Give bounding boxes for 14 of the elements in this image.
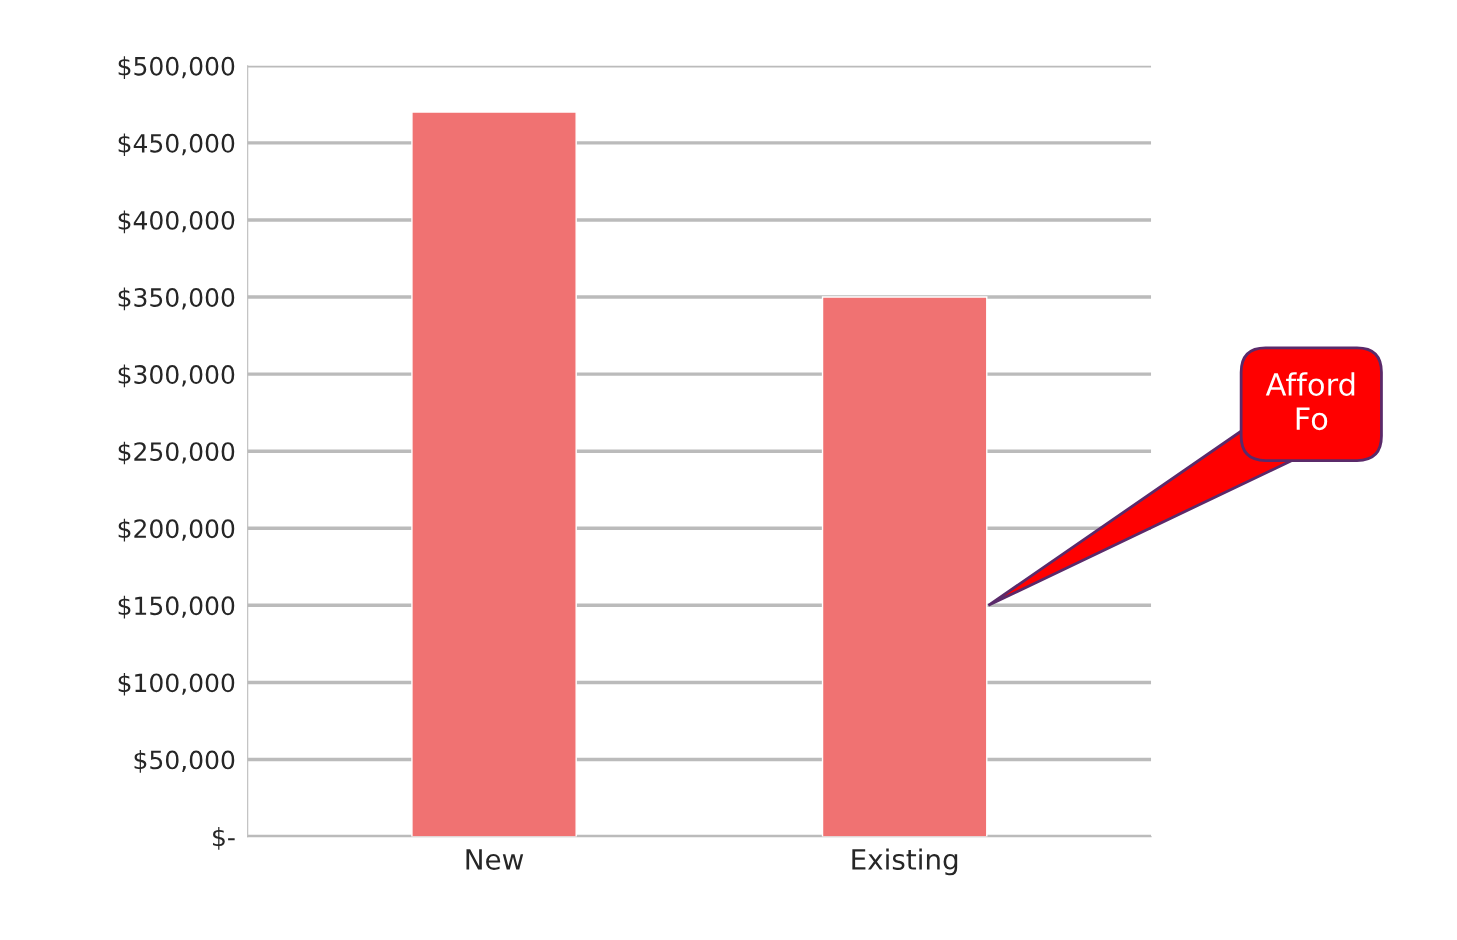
y-tick-label: $300,000 bbox=[118, 364, 235, 388]
y-tick-label: $450,000 bbox=[118, 133, 235, 157]
y-tick-label: $200,000 bbox=[118, 518, 235, 542]
y-tick-label: $350,000 bbox=[118, 287, 235, 311]
text: Afford Fo bbox=[1265, 372, 1355, 431]
x-tick-label: New bbox=[466, 849, 524, 870]
y-tick-label: $400,000 bbox=[118, 210, 235, 234]
x-tick-label: Existing bbox=[852, 848, 958, 876]
y-tick-label: $- bbox=[213, 827, 235, 850]
y-tick-label: $100,000 bbox=[118, 672, 235, 696]
y-tick-label: $250,000 bbox=[118, 441, 235, 465]
y-tick-label: $500,000 bbox=[118, 56, 235, 79]
y-tick-label: $150,000 bbox=[118, 595, 235, 619]
y-tick-label: $50,000 bbox=[134, 750, 235, 773]
